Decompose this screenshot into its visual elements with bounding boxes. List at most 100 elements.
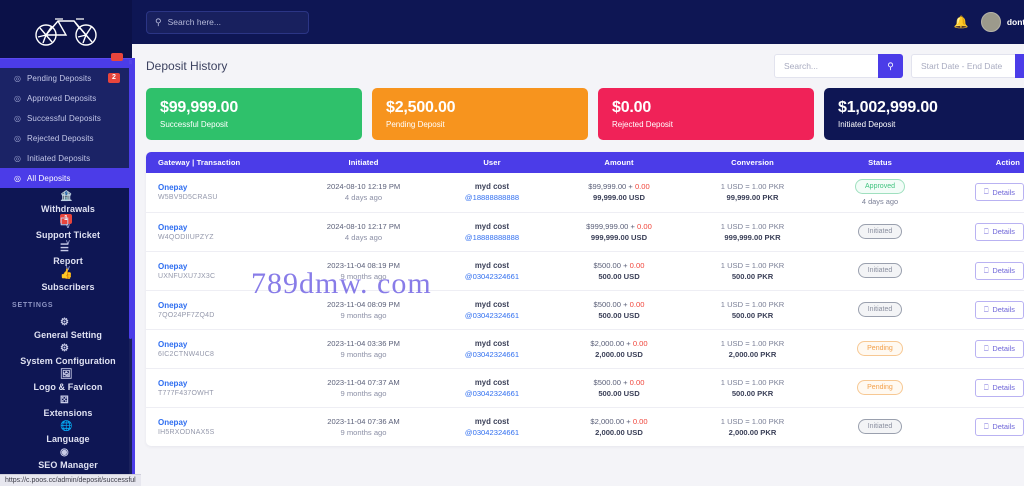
column-status[interactable]: Status	[820, 152, 940, 173]
table-search-input[interactable]	[774, 54, 878, 78]
sidebar-item-withdrawals[interactable]: 🏦 Withdrawals 1 ˅	[0, 188, 132, 232]
sidebar-section-settings: SETTINGS	[12, 302, 54, 309]
cell-amount: $500.00 + 0.00 500.00 USD	[553, 251, 685, 291]
cell-user: myd cost @03042324661	[431, 251, 553, 291]
user-handle[interactable]: @03042324661	[464, 349, 520, 359]
converted-amount: 99,999.00 PKR	[726, 193, 779, 203]
column-gateway-transaction[interactable]: Gateway | Transaction	[146, 152, 296, 173]
sidebar-item-logo-favicon[interactable]: 🖼 Logo & Favicon	[0, 366, 132, 393]
deposits-parent-badge	[111, 53, 123, 61]
sidebar-item-report[interactable]: ☰ Report ˅	[0, 240, 132, 274]
sidebar-item-subscribers[interactable]: 👍 Subscribers	[0, 266, 132, 293]
bell-icon[interactable]: 🔔	[953, 15, 969, 29]
sidebar-item-approved-deposits[interactable]: ◎ Approved Deposits	[0, 88, 132, 108]
details-button[interactable]: ⎕ Details	[974, 222, 1024, 241]
sidebar-scrollbar-thumb[interactable]	[129, 64, 132, 339]
gateway-name[interactable]: Onepay	[158, 300, 188, 310]
user-handle[interactable]: @03042324661	[464, 427, 520, 437]
report-icon: ☰	[60, 242, 70, 254]
user-handle[interactable]: @03042324661	[464, 271, 520, 281]
sidebar-item-successful-deposits[interactable]: ◎ Successful Deposits	[0, 108, 132, 128]
sidebar-item-extensions[interactable]: ⚄ Extensions	[0, 392, 132, 419]
sidebar-item-language[interactable]: 🌐 Language	[0, 418, 132, 445]
sidebar-item-all-deposits[interactable]: ◎ All Deposits	[0, 168, 132, 188]
cell-gateway: Onepay 6IC2CTNW4UC8	[146, 329, 296, 369]
column-user[interactable]: User	[431, 152, 553, 173]
gateway-name[interactable]: Onepay	[158, 261, 188, 271]
column-amount[interactable]: Amount	[553, 152, 685, 173]
table-row: Onepay IH5RXODNAX5S 2023-11-04 07:36 AM 9 m…	[146, 407, 1024, 446]
transaction-id: W4QODIIUPZYZ	[158, 233, 214, 241]
details-label: Details	[992, 422, 1015, 432]
details-button[interactable]: ⎕ Details	[974, 378, 1024, 397]
date-range-input[interactable]	[911, 54, 1015, 78]
user-handle[interactable]: @03042324661	[464, 388, 520, 398]
global-search[interactable]: ⚲	[146, 10, 309, 34]
stat-card-successful: $99,999.00 Successful Deposit	[146, 88, 362, 140]
sidebar-item-initiated-deposits[interactable]: ◎ Initiated Deposits	[0, 148, 132, 168]
details-button[interactable]: ⎕ Details	[974, 183, 1024, 202]
transaction-id: T777F437OWHT	[158, 389, 214, 397]
conversion-rate: 1 USD = 1.00 PKR	[720, 338, 785, 348]
transaction-id: IH5RXODNAX5S	[158, 428, 215, 436]
details-button[interactable]: ⎕ Details	[974, 300, 1024, 319]
details-button[interactable]: ⎕ Details	[974, 339, 1024, 358]
cell-action: ⎕ Details	[940, 251, 1024, 291]
table-row: Onepay UXNFUXU7JX3C 2023-11-04 08:19 PM 9 m…	[146, 251, 1024, 291]
extensions-icon: ⚄	[60, 394, 69, 406]
sidebar-item-deposits-parent[interactable]	[0, 53, 132, 68]
cell-initiated: 2023-11-04 08:19 PM 9 months ago	[296, 251, 431, 291]
date-range-search-button[interactable]: ⚲	[1015, 54, 1024, 78]
stat-cards: $99,999.00 Successful Deposit $2,500.00 …	[146, 88, 1024, 140]
cell-action: ⎕ Details	[940, 368, 1024, 408]
stat-value: $1,002,999.00	[838, 99, 938, 117]
sidebar-item-seo-manager[interactable]: ◉ SEO Manager	[0, 444, 132, 471]
converted-amount: 500.00 PKR	[731, 388, 774, 398]
user-name: myd cost	[474, 182, 510, 192]
main-area: ⚲ 🔔 donts ▾ Deposit History	[132, 0, 1024, 486]
user-name: myd cost	[474, 377, 510, 387]
sidebar-item-rejected-deposits[interactable]: ◎ Rejected Deposits	[0, 128, 132, 148]
monitor-icon: ⎕	[983, 421, 989, 431]
bicycle-logo-icon	[35, 18, 97, 46]
sidebar-item-system-configuration[interactable]: ⚙ System Configuration	[0, 340, 132, 367]
details-button[interactable]: ⎕ Details	[974, 417, 1024, 436]
cell-conversion: 1 USD = 1.00 PKR 500.00 PKR	[685, 290, 820, 330]
initiated-date: 2024-08-10 12:19 PM	[326, 182, 401, 192]
table-search-button[interactable]: ⚲	[878, 54, 903, 78]
gateway-name[interactable]: Onepay	[158, 222, 188, 232]
status-badge: Initiated	[857, 223, 903, 240]
column-conversion[interactable]: Conversion	[685, 152, 820, 173]
sidebar-item-pending-deposits[interactable]: ◎ Pending Deposits 2	[0, 68, 132, 88]
search-icon: ⚲	[155, 16, 162, 27]
sidebar-item-general-setting[interactable]: ⚙ General Setting	[0, 314, 132, 341]
cell-gateway: Onepay UXNFUXU7JX3C	[146, 251, 296, 291]
gateway-name[interactable]: Onepay	[158, 339, 188, 349]
gateway-name[interactable]: Onepay	[158, 378, 188, 388]
initiated-ago: 9 months ago	[340, 271, 387, 281]
user-menu[interactable]: donts ▾	[980, 12, 1024, 32]
brand-logo[interactable]	[0, 0, 132, 58]
stat-label: Initiated Deposit	[838, 119, 896, 129]
monitor-icon: ⎕	[983, 265, 989, 275]
sidebar-item-support-ticket[interactable]: ☐ Support Ticket ˅	[0, 214, 132, 248]
cell-status: Initiated	[820, 407, 940, 446]
search-input[interactable]	[167, 17, 300, 27]
column-action[interactable]: Action	[940, 152, 1024, 173]
sidebar-scrollbar-track[interactable]	[129, 60, 132, 480]
user-handle[interactable]: @03042324661	[464, 310, 520, 320]
gateway-name[interactable]: Onepay	[158, 183, 188, 193]
amount-total: 2,000.00 USD	[595, 427, 643, 437]
cell-gateway: Onepay W5BV9D5CRASU	[146, 173, 296, 213]
cell-gateway: Onepay IH5RXODNAX5S	[146, 407, 296, 446]
gateway-name[interactable]: Onepay	[158, 417, 188, 427]
details-button[interactable]: ⎕ Details	[974, 261, 1024, 280]
cell-amount: $500.00 + 0.00 500.00 USD	[553, 368, 685, 408]
column-initiated[interactable]: Initiated	[296, 152, 431, 173]
amount-fee: 0.00	[632, 338, 648, 348]
amount-total: 500.00 USD	[598, 310, 640, 320]
user-handle[interactable]: @18888888888	[464, 232, 520, 242]
chevron-down-icon: ˅	[65, 224, 71, 232]
initiated-date: 2023-11-04 07:37 AM	[327, 377, 400, 387]
user-handle[interactable]: @18888888888	[464, 193, 520, 203]
